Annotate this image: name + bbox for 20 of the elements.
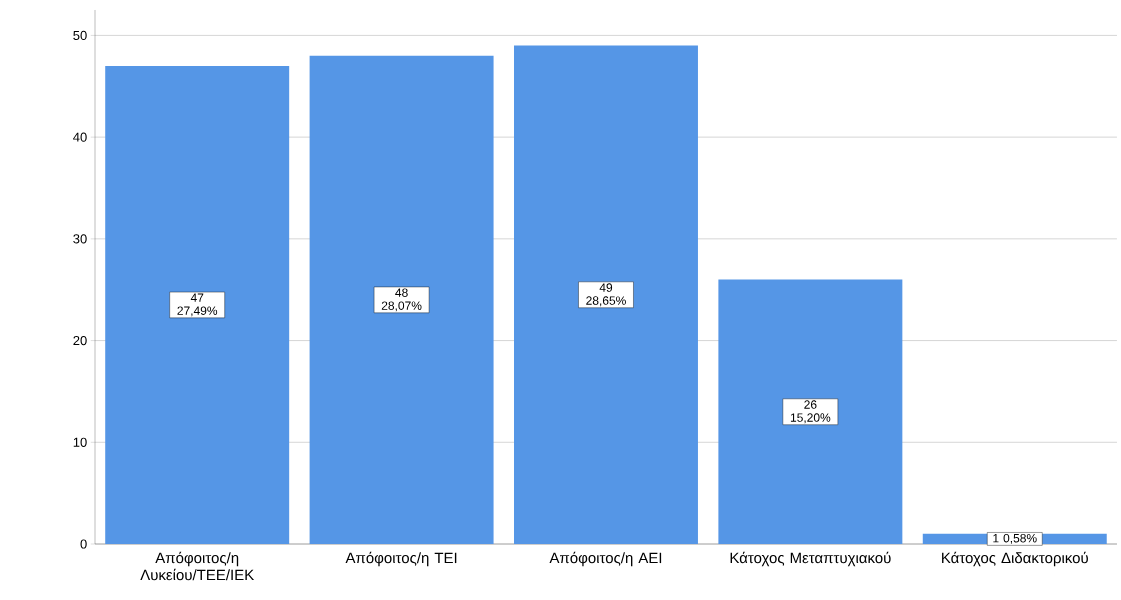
data-label: 49 28,65% [586,283,626,307]
bar [718,279,903,544]
bar [105,65,290,544]
bar [309,55,494,544]
x-tick-label: Απόφοιτος/η ΑΕΙ [549,551,662,567]
y-tick-label: 40 [73,132,87,142]
x-tick-label: Κάτοχος Μεταπτυχιακού [730,551,891,567]
x-tick-label: Απόφοιτος/η Λυκείου/ΤΕΕ/ΙΕΚ [140,551,255,581]
x-tick-label: Απόφοιτος/η ΤΕΙ [345,551,457,567]
y-tick-label: 50 [73,30,87,41]
data-label: 26 15,20% [790,400,831,424]
data-label: 47 27,49% [177,293,218,317]
bar [514,45,698,544]
y-tick-label: 30 [73,234,87,244]
data-label: 48 28,07% [381,288,422,312]
y-tick-label: 0 [80,539,87,549]
y-tick-label: 10 [73,437,87,447]
data-label: 1 0,58% [993,533,1037,544]
x-tick-label: Κάτοχος Διδακτορικού [942,551,1088,567]
y-tick-label: 20 [73,335,87,346]
